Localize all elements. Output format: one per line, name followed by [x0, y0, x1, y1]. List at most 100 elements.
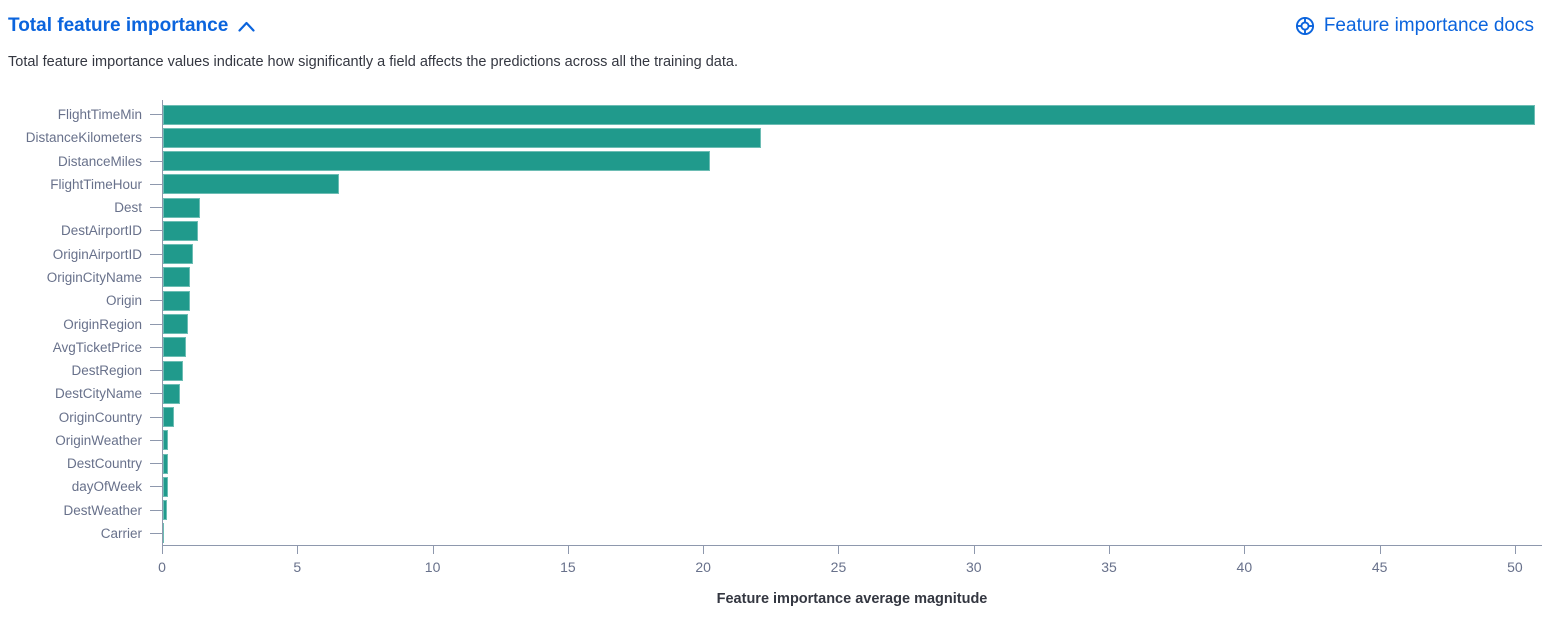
y-axis-label: dayOfWeek — [71, 479, 142, 495]
bar — [163, 314, 188, 335]
x-axis-tick-label: 5 — [293, 559, 302, 575]
chart-row: DestRegion — [0, 359, 1542, 382]
x-axis-tick — [162, 546, 163, 554]
x-axis-tick — [297, 546, 299, 554]
x-axis-tick-label: 25 — [830, 559, 847, 575]
panel-title: Total feature importance — [8, 15, 229, 36]
x-axis-tick-label: 45 — [1371, 559, 1388, 575]
bar-track — [162, 476, 1542, 497]
chart-row: OriginCountry — [0, 405, 1542, 428]
y-axis-label: DestAirportID — [60, 223, 142, 239]
x-axis-tick-label: 15 — [560, 559, 576, 575]
bar — [163, 197, 200, 218]
bar — [163, 104, 1535, 125]
x-axis-tick — [838, 546, 840, 554]
bar-track — [162, 523, 1542, 544]
y-axis-tick — [150, 230, 162, 232]
y-axis-label: AvgTicketPrice — [52, 339, 142, 355]
chart-row: DestCountry — [0, 452, 1542, 475]
bar — [163, 337, 186, 358]
x-axis-title: Feature importance average magnitude — [716, 591, 988, 607]
bar — [163, 174, 339, 195]
y-axis-label: OriginCountry — [58, 409, 142, 425]
bar-track — [162, 290, 1542, 311]
bar-track — [162, 500, 1542, 521]
bar-track — [162, 383, 1542, 404]
y-axis-tick — [150, 416, 162, 418]
x-axis-tick — [973, 546, 975, 554]
y-axis-label: FlightTimeHour — [50, 176, 142, 192]
bar-track — [162, 430, 1542, 451]
y-axis-label: DistanceKilometers — [25, 130, 142, 146]
x-axis-tick-label: 30 — [965, 559, 982, 575]
x-axis-tick — [567, 546, 569, 554]
bar — [163, 360, 184, 381]
bar — [163, 523, 165, 544]
y-axis-tick — [150, 207, 162, 209]
y-axis-label: Origin — [105, 293, 142, 309]
bar-track — [162, 360, 1542, 381]
x-axis-tick — [1514, 546, 1516, 554]
x-axis-tick — [1109, 546, 1111, 554]
bar — [163, 476, 168, 497]
bar — [163, 430, 169, 451]
bar-track — [162, 267, 1542, 288]
y-axis-tick — [150, 137, 162, 139]
bar-rows: FlightTimeMin DistanceKilometers DistanceM… — [0, 103, 1542, 545]
y-axis-line — [162, 100, 163, 545]
x-axis-tick-label: 50 — [1507, 559, 1523, 575]
bar — [163, 500, 168, 521]
bar-track — [162, 337, 1542, 358]
y-axis-tick — [150, 323, 162, 325]
bar — [163, 407, 175, 428]
chart-row: OriginWeather — [0, 429, 1542, 452]
chart-row: OriginAirportID — [0, 243, 1542, 266]
bar-track — [162, 104, 1542, 125]
bar-track — [162, 407, 1542, 428]
docs-link-label: Feature importance docs — [1323, 15, 1534, 36]
chart-row: AvgTicketPrice — [0, 336, 1542, 359]
bar — [163, 127, 761, 148]
y-axis-label: DestWeather — [63, 502, 142, 518]
documentation-lifering-icon — [1294, 15, 1316, 37]
chart-row: FlightTimeHour — [0, 173, 1542, 196]
chart-row: DestAirportID — [0, 219, 1542, 242]
x-axis-tick — [432, 546, 434, 554]
chevron-up-icon[interactable] — [238, 21, 255, 32]
x-axis-tick — [703, 546, 705, 554]
y-axis-tick — [150, 183, 162, 185]
y-axis-label: DistanceMiles — [57, 153, 142, 169]
chart-row: OriginRegion — [0, 312, 1542, 335]
y-axis-label: Dest — [114, 200, 142, 216]
chart-row: DestWeather — [0, 499, 1542, 522]
bar-track — [162, 244, 1542, 265]
x-axis-tick-label: 35 — [1101, 559, 1117, 575]
panel-description: Total feature importance values indicate… — [8, 54, 738, 70]
y-axis-tick — [150, 463, 162, 465]
y-axis-tick — [150, 114, 162, 116]
y-axis-label: DestCountry — [66, 456, 142, 472]
x-axis-tick — [1379, 546, 1381, 554]
bar-track — [162, 174, 1542, 195]
y-axis-tick — [150, 532, 162, 534]
y-axis-label: DestRegion — [71, 363, 142, 379]
chart-row: DistanceMiles — [0, 150, 1542, 173]
bar — [163, 267, 191, 288]
y-axis-tick — [150, 276, 162, 278]
x-axis-tick-label: 10 — [424, 559, 441, 575]
y-axis-tick — [150, 160, 162, 162]
chart-row: DistanceKilometers — [0, 126, 1542, 149]
bar — [163, 244, 193, 265]
chart-row: FlightTimeMin — [0, 103, 1542, 126]
bar-track — [162, 220, 1542, 241]
y-axis-label: OriginAirportID — [52, 246, 142, 262]
x-axis-tick-label: 20 — [695, 559, 711, 575]
feature-importance-docs-link[interactable]: Feature importance docs — [1294, 15, 1534, 37]
y-axis-label: DestCityName — [54, 386, 142, 402]
bar — [163, 220, 199, 241]
y-axis-label: OriginRegion — [63, 316, 142, 332]
section-title-toggle[interactable]: Total feature importance — [8, 15, 255, 37]
chart-row: Dest — [0, 196, 1542, 219]
bar — [163, 453, 168, 474]
chart-row: Carrier — [0, 522, 1542, 545]
